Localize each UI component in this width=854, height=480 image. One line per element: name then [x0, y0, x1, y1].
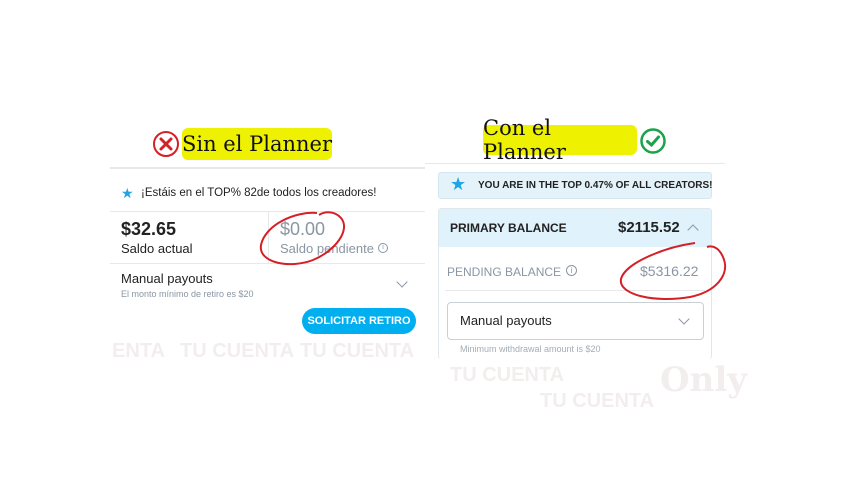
watermark: TU CUENTA [450, 364, 565, 386]
balance-card [438, 208, 712, 359]
watermark: Only [660, 360, 748, 400]
annotation-circle [619, 242, 726, 300]
pending-balance: $0.00 [280, 219, 326, 239]
primary-balance-header[interactable] [439, 209, 711, 247]
payout-method-select[interactable] [447, 302, 704, 340]
primary-balance: $2115.52 [618, 219, 680, 236]
pending-balance-label: PENDING BALANCE [447, 265, 562, 279]
current-balance: $32.65 [121, 219, 177, 239]
star-icon: ★ [121, 185, 134, 201]
watermark: ENTA [112, 340, 165, 362]
min-withdrawal-note: El monto mínimo de retiro es $20 [121, 289, 254, 299]
current-balance-label: Saldo actual [121, 241, 193, 256]
withdraw-button[interactable]: SOLICITAR RETIRO [302, 308, 416, 334]
watermark: TU CUENTA [300, 340, 415, 362]
top-banner [438, 172, 712, 199]
check-circle-icon [640, 128, 666, 154]
annotation-circle [259, 211, 346, 266]
chevron-down-icon[interactable] [396, 276, 408, 288]
pending-balance-label: Saldo pendiente [280, 241, 374, 256]
pending-balance: $5316.22 [640, 263, 699, 279]
x-circle-icon [153, 131, 179, 157]
top-banner-text: YOU ARE IN THE TOP 0.47% OF ALL CREATORS… [478, 180, 713, 191]
watermark: TU CUENTA [180, 340, 295, 362]
star-icon: ★ [450, 174, 467, 194]
left-title: Sin el Planner [182, 128, 332, 160]
info-icon[interactable]: i [378, 243, 388, 253]
right-title: Con el Planner [483, 116, 637, 164]
watermark: TU CUENTA [540, 390, 655, 412]
primary-balance-label: PRIMARY BALANCE [450, 221, 567, 235]
min-withdrawal-note: Minimum withdrawal amount is $20 [460, 344, 601, 354]
payout-method[interactable]: Manual payouts [121, 271, 213, 286]
info-icon[interactable]: i [566, 265, 577, 276]
top-banner-text: ¡Estáis en el TOP% 82de todos los creado… [141, 187, 377, 199]
payout-method: Manual payouts [460, 313, 552, 328]
